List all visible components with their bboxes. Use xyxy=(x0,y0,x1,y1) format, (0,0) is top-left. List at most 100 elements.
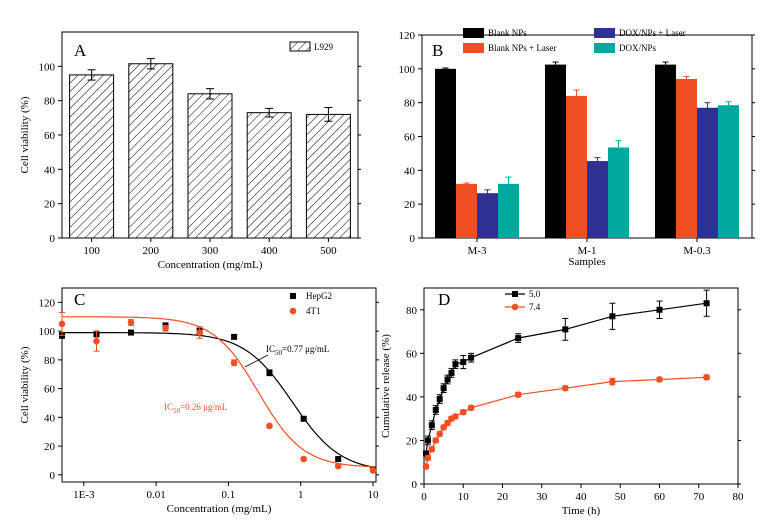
panel-b-legend-label: Blank NPs + Laser xyxy=(488,43,556,53)
panel-d-point xyxy=(452,413,459,420)
panel-c-ytick-label: 40 xyxy=(44,412,56,424)
panel-b-legend-label: DOX/NPs + Laser xyxy=(619,28,686,38)
panel-a-xtick-label: 200 xyxy=(143,245,160,257)
panel-b-bar xyxy=(435,68,456,238)
panel-b-xtick-label: M-0.3 xyxy=(683,245,711,257)
panel-d-label: D xyxy=(438,290,450,309)
panel-d-xtick-label: 0 xyxy=(421,491,427,503)
panel-d-ytick-label: 80 xyxy=(406,305,418,317)
panel-a: 0 20 40 60 80 100 Cell viability (%) A 100 200 300… xyxy=(19,31,361,271)
panel-d-point xyxy=(422,450,429,457)
panel-d-ytick-label: 60 xyxy=(406,348,418,360)
panel-b-bar xyxy=(655,64,676,239)
panel-c-annotation: IC50=0.77 μg/mL xyxy=(266,344,329,357)
panel-a-xtick-label: 500 xyxy=(320,245,337,257)
panel-d-point xyxy=(424,437,431,444)
panel-c-point xyxy=(300,415,307,422)
panel-d-point xyxy=(432,437,440,444)
panel-b-bar xyxy=(697,107,718,238)
panel-a-ytick-label: 0 xyxy=(50,233,56,245)
panel-d-xlabel: Time (h) xyxy=(562,505,601,517)
panel-a-legend-label: L929 xyxy=(314,42,333,52)
panel-c-ylabel: Cell viability (%) xyxy=(19,346,31,423)
panel-d-xtick-label: 80 xyxy=(733,491,745,503)
panel-c-point xyxy=(93,337,100,345)
panel-d-xtick-label: 30 xyxy=(536,491,548,503)
panel-d-point xyxy=(562,326,569,333)
panel-d: 0 20 40 60 80 Cumulative release (%) D 0 10 20 30 4… xyxy=(380,287,745,517)
panel-d-point xyxy=(452,361,459,368)
panel-c-xtick-label: 0.1 xyxy=(222,489,236,501)
panel-c-point xyxy=(369,467,377,474)
panel-b-bar xyxy=(566,95,587,239)
panel-c-xtick-label: 1E-3 xyxy=(73,489,95,501)
panel-a-label: A xyxy=(74,41,87,60)
panel-b-ytick-label: 0 xyxy=(410,233,416,245)
panel-c-ytick-label: 20 xyxy=(44,441,56,453)
panel-c-ytick-label: 60 xyxy=(44,384,56,396)
panel-d-point xyxy=(436,430,444,438)
panel-d-ylabel: Cumulative release (%) xyxy=(380,334,392,438)
panel-b-bar xyxy=(718,105,739,239)
panel-b-label: B xyxy=(432,41,443,60)
panel-c-ytick-label: 120 xyxy=(39,297,56,309)
panel-a-legend-swatch xyxy=(289,41,311,52)
panel-a-xtick-label: 300 xyxy=(202,245,219,257)
panel-d-point xyxy=(422,463,430,470)
panel-c-point xyxy=(162,324,169,332)
panel-c-point xyxy=(300,455,307,463)
panel-c-fit-curve xyxy=(62,316,377,468)
panel-a-ytick-label: 80 xyxy=(44,96,56,108)
panel-c: 0 20 40 60 80 100 120 Cell viability (%) C 1E-3 0.… xyxy=(19,287,380,515)
panel-b-ytick-label: 60 xyxy=(404,132,416,144)
panel-b-bar xyxy=(498,183,519,238)
panel-a-bar xyxy=(69,74,115,239)
panel-d-point xyxy=(424,454,432,462)
panel-b-legend-label: Blank NPs xyxy=(488,28,527,38)
panel-d-ytick-label: 0 xyxy=(412,479,418,491)
panel-b-bar xyxy=(676,78,697,238)
panel-b-ytick-label: 40 xyxy=(404,165,416,177)
panel-c-ytick-label: 0 xyxy=(50,470,56,482)
panel-b-ytick-label: 20 xyxy=(404,199,416,211)
panel-c-legend-label: HepG2 xyxy=(306,291,332,301)
panel-b-legend-swatch xyxy=(594,43,615,53)
panel-d-xtick-label: 10 xyxy=(458,491,470,503)
panel-c-point xyxy=(266,369,273,376)
panel-d-point xyxy=(562,384,569,392)
panel-a-bar xyxy=(305,113,351,239)
panel-c-xlabel: Concentration (mg/mL) xyxy=(167,503,272,515)
panel-d-point xyxy=(609,378,616,385)
panel-d-legend-marker xyxy=(511,303,519,311)
panel-d-point xyxy=(515,335,522,342)
panel-c-point xyxy=(231,333,238,340)
panel-b-bar xyxy=(456,183,477,238)
panel-c-xtick-label: 10 xyxy=(368,489,380,501)
panel-c-frame xyxy=(61,287,377,483)
panel-c-point xyxy=(128,329,135,336)
panel-d-series-line xyxy=(425,302,707,454)
panel-c-point xyxy=(230,359,238,367)
panel-a-bar xyxy=(128,63,174,239)
panel-b-legend-label: DOX/NPs xyxy=(619,43,657,53)
panel-c-annotation: IC50=0.26 μg/mL xyxy=(164,402,227,415)
panel-d-xtick-label: 20 xyxy=(497,491,509,503)
panel-a-xtick-label: 100 xyxy=(83,245,100,257)
panel-c-ytick-label: 100 xyxy=(39,326,56,338)
panel-d-legend-marker xyxy=(512,291,518,297)
panel-d-point xyxy=(703,300,710,307)
panel-d-point xyxy=(656,376,663,383)
panel-c-xtick-label: 1 xyxy=(298,489,304,501)
panel-b: 0 20 40 60 80 100 120 B M-3 M-1 M-0.3 Samples Blank … xyxy=(399,28,755,268)
panel-d-point xyxy=(428,445,436,453)
panel-c-legend-marker xyxy=(289,307,297,315)
panel-d-point xyxy=(460,359,467,366)
panel-d-xtick-label: 50 xyxy=(615,491,627,503)
panel-c-point xyxy=(335,456,342,463)
panel-d-point xyxy=(428,422,435,429)
panel-b-bar xyxy=(587,161,608,238)
panel-c-annotation-pointer xyxy=(244,354,269,368)
panel-d-point xyxy=(468,354,475,361)
panel-c-point xyxy=(266,422,273,430)
